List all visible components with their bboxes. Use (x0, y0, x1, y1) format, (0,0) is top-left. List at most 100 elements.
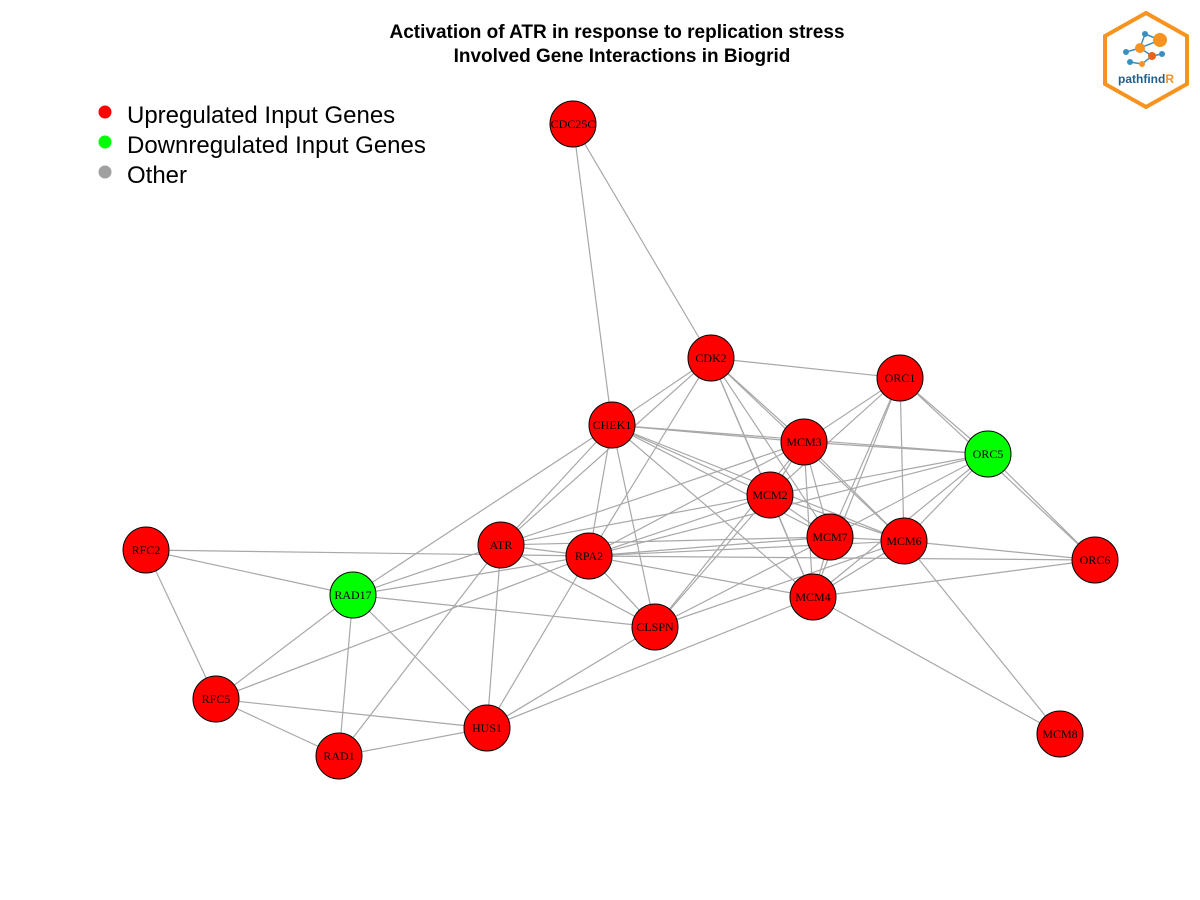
node-label-rad17: RAD17 (334, 588, 371, 602)
edge-chek1-mcm7 (611, 424, 831, 538)
node-mcm7[interactable]: MCM7 (806, 513, 854, 561)
node-circle-mcm4 (789, 573, 837, 621)
node-label-mcm7: MCM7 (812, 530, 847, 544)
edge-mcm4-hus1 (486, 596, 814, 729)
node-label-rad1: RAD1 (323, 749, 354, 763)
node-circle-rfc2 (122, 526, 170, 574)
node-rad1[interactable]: RAD1 (315, 732, 363, 780)
edge-mcm2-clspn (654, 494, 771, 628)
edge-clspn-hus1 (486, 626, 656, 729)
node-mcm8[interactable]: MCM8 (1036, 710, 1084, 758)
node-circle-orc6 (1071, 536, 1119, 584)
logo-text-main: pathfind (1118, 72, 1165, 86)
edge-rfc5-hus1 (215, 698, 488, 729)
node-circle-mcm2 (746, 471, 794, 519)
edge-atr-hus1 (486, 544, 502, 729)
legend-item-downregulated: Downregulated Input Genes (98, 132, 426, 159)
node-mcm2[interactable]: MCM2 (746, 471, 794, 519)
edge-rad17-clspn (352, 594, 656, 628)
edge-chek1-clspn (611, 424, 656, 628)
node-circle-chek1 (588, 401, 636, 449)
node-label-mcm3: MCM3 (786, 435, 821, 449)
edge-mcm7-rpa2 (588, 536, 831, 557)
node-label-clspn: CLSPN (636, 620, 674, 634)
node-orc6[interactable]: ORC6 (1071, 536, 1119, 584)
edge-orc5-orc6 (987, 453, 1096, 561)
node-circle-atr (477, 521, 525, 569)
logo-network-icon (1123, 31, 1167, 67)
edge-chek1-rad17 (352, 424, 613, 596)
edge-cdk2-atr (500, 357, 712, 546)
node-atr[interactable]: ATR (477, 521, 525, 569)
node-label-orc5: ORC5 (973, 447, 1004, 461)
node-cdk2[interactable]: CDK2 (687, 334, 735, 382)
node-circle-rpa2 (565, 532, 613, 580)
edge-mcm2-rpa2 (588, 494, 771, 557)
node-label-cdk2: CDK2 (695, 351, 726, 365)
legend-label-downregulated: Downregulated Input Genes (127, 132, 426, 159)
node-circle-mcm8 (1036, 710, 1084, 758)
edge-rad17-rad1 (338, 594, 354, 757)
edge-mcm3-mcm4 (803, 441, 814, 598)
node-label-atr: ATR (490, 538, 513, 552)
edge-rpa2-hus1 (486, 555, 590, 729)
edge-cdk2-mcm7 (710, 357, 831, 538)
logo-text-accent: R (1165, 72, 1174, 86)
edge-chek1-atr (500, 424, 613, 546)
node-orc1[interactable]: ORC1 (876, 354, 924, 402)
edge-cdc25c-chek1 (572, 123, 613, 426)
pathfindr-logo: pathfindR (1103, 10, 1189, 110)
edge-rad17-hus1 (352, 594, 488, 729)
node-circle-rad1 (315, 732, 363, 780)
node-circle-cdc25c (549, 100, 597, 148)
node-circle-orc5 (964, 430, 1012, 478)
edge-mcm7-clspn (654, 536, 831, 628)
node-mcm4[interactable]: MCM4 (789, 573, 837, 621)
edge-orc1-mcm2 (769, 377, 901, 496)
edge-atr-rad17 (352, 544, 502, 596)
edge-rpa2-orc6 (588, 555, 1096, 561)
edge-orc5-mcm2 (769, 453, 989, 496)
node-circle-mcm3 (780, 418, 828, 466)
node-mcm6[interactable]: MCM6 (880, 517, 928, 565)
edge-orc1-mcm7 (829, 377, 901, 538)
node-circle-rad17 (329, 571, 377, 619)
edge-atr-clspn (500, 544, 656, 628)
node-clspn[interactable]: CLSPN (631, 603, 679, 651)
node-orc5[interactable]: ORC5 (964, 430, 1012, 478)
figure-title-line2: Involved Gene Interactions in Biogrid (454, 46, 791, 67)
figure-title-line1: Activation of ATR in response to replica… (389, 22, 844, 43)
node-rfc2[interactable]: RFC2 (122, 526, 170, 574)
node-chek1[interactable]: CHEK1 (588, 401, 636, 449)
network-nodes: CDC25C CDK2 ORC1 CHEK1 MCM3 ORC5 MCM2 MCM7 MCM6 A… (122, 100, 1119, 780)
node-mcm3[interactable]: MCM3 (780, 418, 828, 466)
edge-mcm2-atr (500, 494, 771, 546)
node-label-hus1: HUS1 (472, 721, 502, 735)
network-edges (145, 123, 1096, 757)
edge-mcm6-orc6 (903, 540, 1096, 561)
legend-marker-other (98, 165, 112, 179)
node-cdc25c[interactable]: CDC25C (549, 100, 597, 148)
node-label-chek1: CHEK1 (593, 418, 632, 432)
legend-label-upregulated: Upregulated Input Genes (127, 102, 395, 129)
node-label-mcm4: MCM4 (795, 590, 830, 604)
node-circle-mcm7 (806, 513, 854, 561)
node-rfc5[interactable]: RFC5 (192, 675, 240, 723)
node-circle-cdk2 (687, 334, 735, 382)
edge-mcm3-rpa2 (588, 441, 805, 557)
node-label-rfc5: RFC5 (202, 692, 231, 706)
legend-marker-downregulated (98, 135, 112, 149)
edge-rad17-rfc5 (215, 594, 354, 700)
node-label-mcm6: MCM6 (886, 534, 921, 548)
edge-rpa2-rad17 (352, 555, 590, 596)
node-rpa2[interactable]: RPA2 (565, 532, 613, 580)
node-hus1[interactable]: HUS1 (463, 704, 511, 752)
edge-mcm6-mcm8 (903, 540, 1061, 735)
edge-orc5-mcm7 (829, 453, 989, 538)
node-circle-mcm6 (880, 517, 928, 565)
node-rad17[interactable]: RAD17 (329, 571, 377, 619)
node-label-cdc25c: CDC25C (551, 117, 596, 131)
edge-cdc25c-cdk2 (572, 123, 712, 359)
edge-mcm3-atr (500, 441, 805, 546)
